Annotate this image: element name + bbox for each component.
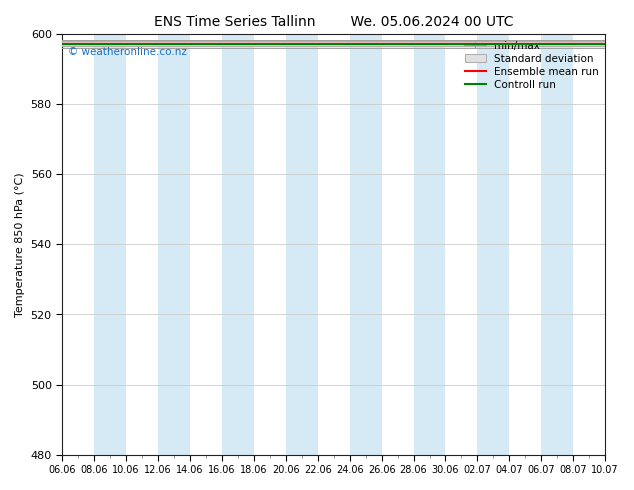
Bar bbox=[94, 34, 126, 455]
Bar bbox=[158, 34, 190, 455]
Title: ENS Time Series Tallinn        We. 05.06.2024 00 UTC: ENS Time Series Tallinn We. 05.06.2024 0… bbox=[154, 15, 514, 29]
Y-axis label: Temperature 850 hPa (°C): Temperature 850 hPa (°C) bbox=[15, 172, 25, 317]
Bar bbox=[605, 34, 634, 455]
Bar bbox=[286, 34, 318, 455]
Bar bbox=[413, 34, 446, 455]
Bar bbox=[222, 34, 254, 455]
Legend: min/max, Standard deviation, Ensemble mean run, Controll run: min/max, Standard deviation, Ensemble me… bbox=[461, 36, 603, 94]
Bar bbox=[477, 34, 509, 455]
Bar bbox=[350, 34, 382, 455]
Text: © weatheronline.co.nz: © weatheronline.co.nz bbox=[68, 47, 186, 57]
Bar bbox=[541, 34, 573, 455]
